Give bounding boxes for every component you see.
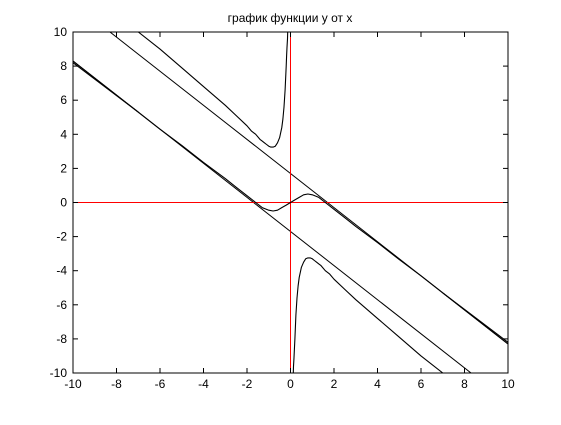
- x-tick-label: 10: [501, 377, 515, 391]
- x-tick-label: 2: [331, 377, 338, 391]
- y-tick-label: 8: [60, 59, 67, 73]
- x-tick-label: -2: [242, 377, 253, 391]
- x-tick-label: 0: [287, 377, 294, 391]
- x-tick-label: 4: [374, 377, 381, 391]
- y-tick-label: -10: [50, 366, 68, 380]
- y-tick-label: 10: [54, 25, 68, 39]
- y-tick-label: -2: [56, 230, 67, 244]
- plot-area: [73, 3, 508, 402]
- y-tick-label: -8: [56, 332, 67, 346]
- y-tick-label: -4: [56, 264, 67, 278]
- y-tick-label: 4: [60, 127, 67, 141]
- x-tick-label: -4: [198, 377, 209, 391]
- y-tick-label: 2: [60, 161, 67, 175]
- y-tick-label: -6: [56, 298, 67, 312]
- x-tick-label: -6: [155, 377, 166, 391]
- x-tick-label: 6: [418, 377, 425, 391]
- y-tick-label: 0: [60, 196, 67, 210]
- x-tick-label: -8: [111, 377, 122, 391]
- chart-title: график функции y от x: [228, 11, 353, 25]
- y-tick-label: 6: [60, 93, 67, 107]
- x-tick-label: 8: [461, 377, 468, 391]
